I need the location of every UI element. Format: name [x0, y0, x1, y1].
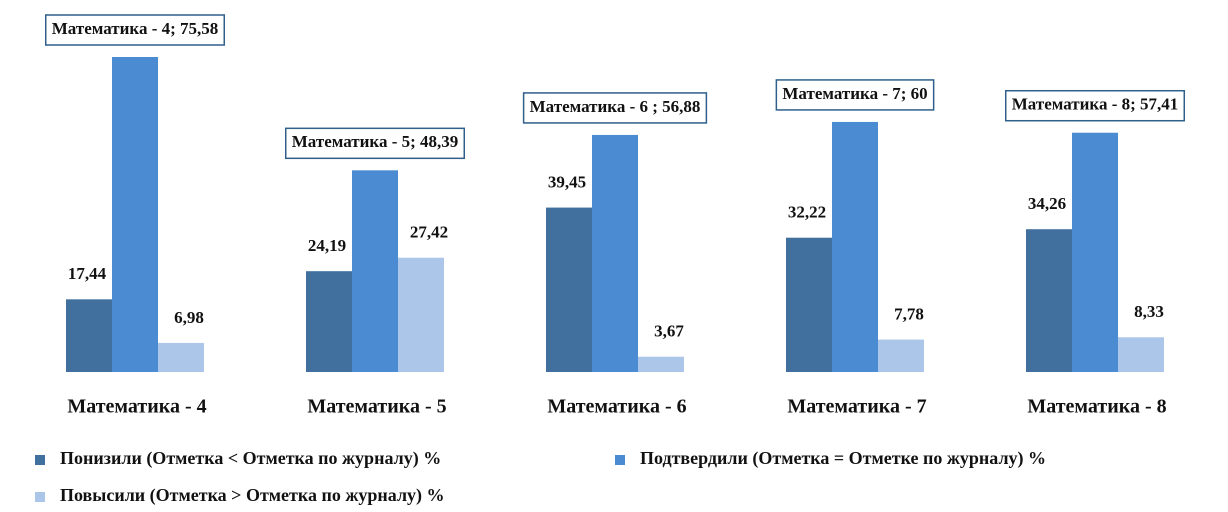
data-label: 17,44 [68, 264, 107, 283]
bar [546, 207, 592, 372]
bar [306, 271, 352, 372]
bar [1026, 229, 1072, 372]
data-label: 3,67 [654, 322, 684, 341]
data-label: 27,42 [410, 223, 448, 242]
bar [638, 356, 684, 372]
bar [786, 237, 832, 372]
x-tick-label: Математика - 4 [67, 396, 206, 418]
bar [878, 339, 924, 372]
callout-box [44, 14, 226, 46]
bar [66, 299, 112, 372]
legend-swatch [615, 455, 625, 465]
legend-label: Подтвердили (Отметка = Отметке по журнал… [640, 448, 1046, 469]
bar [1118, 337, 1164, 372]
bar [158, 342, 204, 372]
legend-swatch [35, 455, 45, 465]
bar [592, 134, 638, 372]
x-tick-label: Математика - 7 [787, 396, 926, 418]
bar [832, 121, 878, 373]
x-tick-label: Математика - 8 [1027, 396, 1166, 418]
callout-label: Математика - 7; 60 [782, 84, 927, 103]
bar [352, 170, 398, 372]
data-label: 6,98 [174, 308, 204, 327]
callout-box [775, 79, 935, 111]
x-tick-label: Математика - 6 [547, 396, 686, 418]
legend-label: Повысили (Отметка > Отметка по журналу) … [60, 485, 445, 506]
callout-label: Математика - 4; 75,58 [52, 19, 219, 38]
callout-box [1004, 89, 1186, 122]
callout-label: Математика - 6 ; 56,88 [530, 97, 701, 116]
data-label: 24,19 [308, 236, 346, 255]
callout-box [284, 127, 466, 160]
data-label: 32,22 [788, 203, 826, 222]
data-label: 39,45 [548, 172, 586, 191]
callout-label: Математика - 5; 48,39 [292, 132, 459, 151]
bar [112, 57, 158, 372]
bar [1072, 132, 1118, 372]
bar [398, 257, 444, 372]
callout-label: Математика - 8; 57,41 [1012, 95, 1179, 114]
x-tick-label: Математика - 5 [307, 396, 446, 418]
data-label: 7,78 [894, 304, 924, 323]
data-label: 8,33 [1134, 302, 1164, 321]
legend-swatch [35, 492, 45, 502]
data-label: 34,26 [1028, 194, 1066, 213]
legend-label: Понизили (Отметка < Отметка по журналу) … [60, 448, 441, 469]
callout-box [522, 92, 708, 124]
